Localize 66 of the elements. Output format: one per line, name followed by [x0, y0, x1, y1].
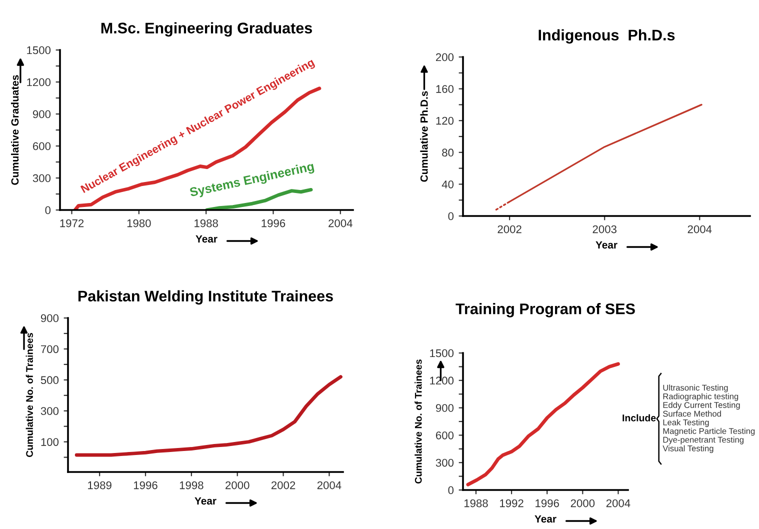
x-axis-title: Year	[596, 241, 618, 249]
x-tick-label: 2003	[592, 225, 616, 234]
x-tick-label: 1989	[88, 481, 112, 490]
y-tick-label: 100	[41, 438, 59, 446]
y-tick-label: 200	[436, 53, 454, 62]
x-tick-label: 1972	[60, 219, 84, 228]
y-tick-label: 900	[436, 404, 454, 412]
y-tick-label: 40	[442, 180, 454, 188]
y-tick-label: 1500	[430, 349, 454, 358]
chart-title: Pakistan Welding Institute Trainees	[78, 290, 333, 305]
x-tick-label: 2002	[271, 481, 296, 490]
x-axis-title: Year	[196, 235, 218, 243]
x-tick-label: 1980	[127, 219, 151, 228]
y-tick-label: 900	[32, 110, 51, 118]
y-tick-label: 1500	[27, 46, 51, 54]
x-tick-label: 1992	[500, 499, 524, 508]
line-series	[74, 375, 342, 457]
chart-title: Indigenous Ph.D.s	[538, 29, 675, 44]
y-axis-title: Cumulative No. of Trainees	[414, 359, 422, 484]
chart-title: Training Program of SES	[456, 303, 635, 318]
x-tick-label: 2004	[328, 219, 352, 228]
y-tick-label: 1200	[27, 78, 51, 86]
x-tick-label: 2000	[570, 499, 595, 508]
y-tick-label: 0	[448, 212, 454, 220]
x-tick-label: 1996	[536, 499, 559, 508]
text: Visual Testing	[662, 445, 714, 454]
x-tick-label: 2002	[498, 225, 522, 234]
x-tick-label: 1996	[134, 481, 158, 490]
y-tick-label: 600	[33, 142, 51, 150]
annotation: Include	[622, 414, 656, 422]
x-tick-label: 1998	[180, 481, 204, 490]
y-axis-title: Cumulative No. of Trainees	[26, 332, 33, 457]
x-tick-label: 2000	[226, 481, 250, 490]
text: Magnetic Particle Testing	[663, 428, 755, 436]
x-tick-label: 2004	[317, 481, 342, 490]
text: Leak Testing	[663, 419, 709, 427]
y-axis-title: Cumulative Graduates	[10, 75, 19, 185]
y-axis-title: Cumulative Ph.D.s	[420, 91, 428, 182]
y-tick-label: 300	[32, 174, 51, 182]
x-tick-label: 1996	[262, 219, 286, 228]
y-tick-label: 600	[436, 431, 454, 440]
text: Surface Method	[663, 410, 721, 417]
x-tick-label: 1988	[194, 219, 218, 228]
y-tick-label: 300	[40, 407, 59, 415]
y-tick-label: 160	[436, 85, 454, 93]
y-tick-label: 0	[45, 206, 51, 214]
y-tick-label: 0	[448, 486, 454, 494]
text: Ultrasonic Testing	[663, 384, 728, 392]
x-axis-title: Year	[194, 497, 216, 505]
x-tick-label: 2004	[688, 225, 712, 234]
y-tick-label: 500	[40, 376, 59, 384]
x-axis-title: Year	[534, 515, 556, 523]
x-tick-label: 2004	[606, 499, 630, 508]
chart-title: M.Sc. Engineering Graduates	[101, 22, 312, 37]
line-series	[466, 362, 620, 486]
y-tick-label: 1200	[430, 376, 454, 385]
text: Dye-penetrant Testing	[663, 436, 744, 444]
text: Radiographic testing	[663, 393, 738, 401]
x-tick-label: 1988	[464, 499, 488, 508]
text: Systems Engineering	[189, 161, 315, 200]
y-tick-label: 120	[436, 116, 454, 125]
y-tick-label: 700	[41, 345, 59, 354]
y-tick-label: 80	[442, 148, 454, 157]
text: Eddy Current Testing	[663, 402, 740, 410]
y-tick-label: 300	[436, 458, 454, 467]
y-tick-label: 900	[40, 314, 59, 322]
